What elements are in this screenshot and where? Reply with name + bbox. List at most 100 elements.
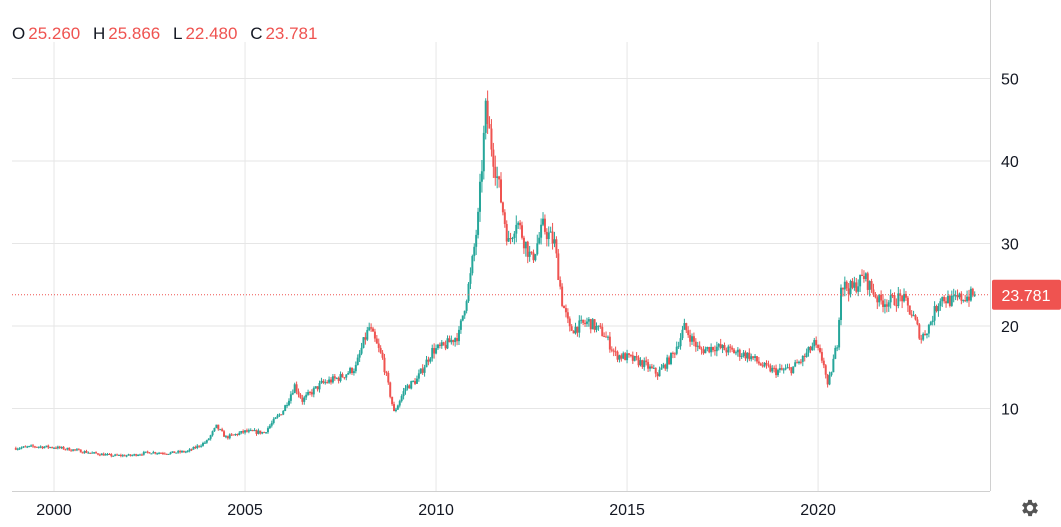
- candle-body: [723, 345, 726, 351]
- candle-body: [219, 429, 222, 431]
- candle-body: [412, 381, 415, 383]
- candle-body: [223, 431, 226, 437]
- candle-body: [597, 325, 600, 327]
- candle-body: [853, 282, 856, 288]
- candle-body: [570, 326, 573, 331]
- candle-body: [372, 328, 375, 332]
- candle-body: [104, 454, 107, 456]
- x-tick-label: 2015: [609, 502, 645, 519]
- candle-body: [792, 366, 795, 374]
- candle-body: [347, 373, 350, 375]
- candle-body: [377, 343, 380, 348]
- candle-body: [194, 446, 197, 448]
- candle-body: [645, 360, 648, 363]
- candle-body: [605, 336, 608, 338]
- y-tick-label: 50: [1001, 72, 1019, 89]
- candle-body: [406, 385, 409, 389]
- candle-body: [60, 446, 63, 448]
- x-tick-label: 2010: [418, 502, 454, 519]
- candle-body: [698, 345, 701, 349]
- candle-body: [110, 454, 113, 457]
- candle-body: [230, 434, 233, 436]
- candle-body: [847, 288, 850, 295]
- candle-body: [373, 331, 376, 339]
- candle-body: [364, 337, 367, 340]
- candle-body: [687, 330, 690, 336]
- candle-body: [553, 239, 556, 244]
- candle-body: [64, 449, 67, 451]
- candle-body: [559, 280, 562, 287]
- candle-body: [131, 455, 134, 457]
- candle-body: [857, 286, 860, 292]
- settings-button[interactable]: [1019, 497, 1041, 519]
- candle-body: [270, 422, 273, 426]
- candle-body: [328, 379, 331, 383]
- candle-body: [75, 449, 78, 451]
- candle-body: [897, 293, 900, 306]
- candle-body: [966, 296, 969, 302]
- candle-body: [488, 124, 491, 129]
- candle-body: [247, 430, 250, 432]
- candle-body: [450, 339, 453, 343]
- candle-body: [18, 448, 21, 450]
- candle-body: [154, 452, 157, 454]
- candle-body: [24, 446, 27, 448]
- candle-body: [196, 445, 199, 448]
- candle-body: [423, 367, 426, 373]
- candle-body: [211, 431, 214, 436]
- candle-body: [165, 453, 168, 455]
- candle-body: [515, 224, 518, 234]
- candle-body: [834, 347, 837, 359]
- candle-body: [662, 364, 665, 368]
- candle-body: [610, 349, 613, 351]
- candle-body: [106, 454, 109, 456]
- candle-body: [945, 301, 948, 304]
- candle-body: [190, 449, 193, 451]
- candle-body: [587, 319, 590, 322]
- candle-body: [456, 338, 459, 342]
- candle-body: [322, 380, 325, 383]
- candle-body: [904, 293, 907, 298]
- candle-body: [91, 452, 94, 454]
- candle-body: [591, 319, 594, 330]
- candle-body: [148, 452, 151, 454]
- candle-body: [956, 295, 959, 298]
- candle-body: [519, 222, 522, 226]
- candle-body: [200, 445, 203, 447]
- candle-body: [851, 280, 854, 288]
- candle-body: [335, 377, 338, 379]
- candle-body: [272, 418, 275, 423]
- candle-body: [173, 451, 176, 454]
- candle-body: [244, 430, 247, 433]
- candle-body: [45, 445, 48, 447]
- candle-body: [868, 281, 871, 290]
- candle-body: [618, 355, 621, 360]
- candle-body: [431, 348, 434, 359]
- candle-body: [704, 348, 707, 354]
- candle-body: [841, 287, 844, 290]
- candle-body: [278, 414, 281, 416]
- candle-body: [744, 352, 747, 359]
- candle-body: [954, 295, 957, 297]
- candle-body: [146, 451, 149, 453]
- candle-body: [135, 454, 138, 456]
- candle-body: [32, 445, 35, 447]
- candle-body: [501, 202, 504, 213]
- candle-body: [198, 445, 201, 447]
- candle-body: [906, 297, 909, 306]
- candle-body: [404, 388, 407, 392]
- candle-body: [179, 451, 182, 453]
- candle-body: [882, 300, 885, 307]
- candle-body: [971, 288, 974, 296]
- candle-body: [114, 454, 117, 456]
- candle-body: [293, 384, 296, 394]
- candle-body: [391, 396, 394, 405]
- candle-body: [614, 351, 617, 353]
- candle-body: [477, 211, 480, 235]
- candle-body: [249, 430, 252, 432]
- candle-body: [259, 430, 262, 434]
- candle-body: [675, 346, 678, 354]
- candle-body: [643, 360, 646, 367]
- candle-body: [324, 382, 327, 384]
